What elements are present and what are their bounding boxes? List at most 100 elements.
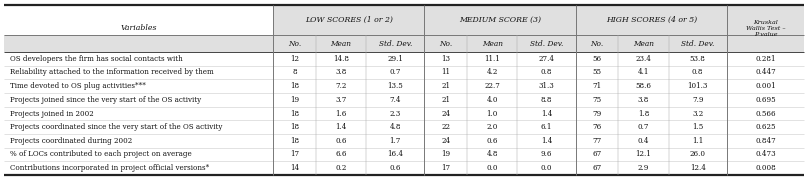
Text: 13.5: 13.5: [388, 82, 403, 90]
Text: 21: 21: [441, 82, 450, 90]
Bar: [273, 93, 316, 107]
Text: 0.447: 0.447: [755, 69, 776, 76]
Bar: [618, 107, 668, 120]
Text: 0.7: 0.7: [638, 123, 649, 131]
Bar: [273, 161, 316, 175]
Text: 17: 17: [290, 150, 299, 159]
Bar: [316, 52, 366, 66]
Bar: [575, 161, 618, 175]
Text: 4.1: 4.1: [638, 69, 649, 76]
Text: 12: 12: [290, 55, 299, 63]
Text: 1.4: 1.4: [335, 123, 347, 131]
Bar: [668, 134, 727, 148]
Bar: [316, 161, 366, 175]
Bar: [575, 107, 618, 120]
Text: 2.3: 2.3: [389, 109, 401, 118]
Bar: [316, 120, 366, 134]
Bar: [4, 148, 273, 161]
Text: 3.8: 3.8: [335, 69, 347, 76]
Text: Projects coordinated during 2002: Projects coordinated during 2002: [10, 137, 133, 145]
Text: 0.0: 0.0: [541, 164, 553, 172]
Text: 1.7: 1.7: [389, 137, 401, 145]
Text: Time devoted to OS plug activities***: Time devoted to OS plug activities***: [10, 82, 146, 90]
Bar: [4, 93, 273, 107]
Bar: [517, 66, 575, 79]
Text: 0.0: 0.0: [486, 164, 498, 172]
Bar: [517, 93, 575, 107]
Text: 67: 67: [592, 150, 601, 159]
Text: 18: 18: [290, 123, 299, 131]
Bar: [727, 66, 804, 79]
Bar: [424, 93, 467, 107]
Bar: [727, 79, 804, 93]
Text: 2.9: 2.9: [638, 164, 649, 172]
Bar: [273, 5, 316, 35]
Text: 12.4: 12.4: [690, 164, 705, 172]
Text: 0.847: 0.847: [755, 137, 776, 145]
Text: 0.695: 0.695: [755, 96, 776, 104]
Text: LOW SCORES (1 or 2): LOW SCORES (1 or 2): [305, 16, 393, 24]
Bar: [618, 161, 668, 175]
Text: 12.1: 12.1: [636, 150, 651, 159]
Text: 7.2: 7.2: [335, 82, 347, 90]
Bar: [668, 66, 727, 79]
Text: Projects coordinated since the very start of the OS activity: Projects coordinated since the very star…: [10, 123, 222, 131]
Bar: [366, 120, 424, 134]
Text: Kruskal
Wallis Test –
P value: Kruskal Wallis Test – P value: [746, 20, 785, 37]
Text: 67: 67: [592, 164, 601, 172]
Bar: [366, 79, 424, 93]
Bar: [618, 93, 668, 107]
Text: No.: No.: [591, 39, 604, 48]
Bar: [273, 35, 316, 52]
Text: 0.8: 0.8: [541, 69, 553, 76]
Text: Contributions incorporated in project official versions*: Contributions incorporated in project of…: [10, 164, 209, 172]
Bar: [575, 5, 618, 35]
Bar: [575, 134, 618, 148]
Bar: [727, 107, 804, 120]
Text: 0.008: 0.008: [755, 164, 776, 172]
Bar: [727, 120, 804, 134]
Text: 7.4: 7.4: [389, 96, 401, 104]
Text: Mean: Mean: [482, 39, 503, 48]
Text: 1.4: 1.4: [541, 109, 552, 118]
Bar: [668, 107, 727, 120]
Bar: [575, 66, 618, 79]
Bar: [366, 93, 424, 107]
Text: 8.8: 8.8: [541, 96, 553, 104]
Bar: [424, 148, 467, 161]
Text: 58.6: 58.6: [635, 82, 651, 90]
Bar: [273, 120, 316, 134]
Bar: [424, 134, 467, 148]
Text: No.: No.: [439, 39, 452, 48]
Text: 76: 76: [592, 123, 601, 131]
Text: 18: 18: [290, 137, 299, 145]
Text: 22: 22: [441, 123, 450, 131]
Text: 77: 77: [592, 137, 601, 145]
Bar: [517, 107, 575, 120]
Text: 7.9: 7.9: [692, 96, 704, 104]
Bar: [727, 161, 804, 175]
Bar: [727, 5, 804, 35]
Text: 0.566: 0.566: [755, 109, 776, 118]
Text: 75: 75: [592, 96, 601, 104]
Text: 0.281: 0.281: [755, 55, 776, 63]
Bar: [316, 134, 366, 148]
Text: 1.1: 1.1: [692, 137, 703, 145]
Text: 9.6: 9.6: [541, 150, 553, 159]
Bar: [467, 93, 517, 107]
Bar: [316, 148, 366, 161]
Text: Projects joined in 2002: Projects joined in 2002: [10, 109, 94, 118]
Bar: [618, 66, 668, 79]
Text: 14.8: 14.8: [333, 55, 349, 63]
Text: 55: 55: [592, 69, 601, 76]
Bar: [575, 52, 618, 66]
Bar: [517, 148, 575, 161]
Bar: [467, 134, 517, 148]
Bar: [4, 79, 273, 93]
Text: 101.3: 101.3: [688, 82, 708, 90]
Bar: [517, 120, 575, 134]
Text: 4.8: 4.8: [486, 150, 498, 159]
Text: 0.473: 0.473: [755, 150, 776, 159]
Bar: [273, 66, 316, 79]
Text: 24: 24: [441, 137, 450, 145]
